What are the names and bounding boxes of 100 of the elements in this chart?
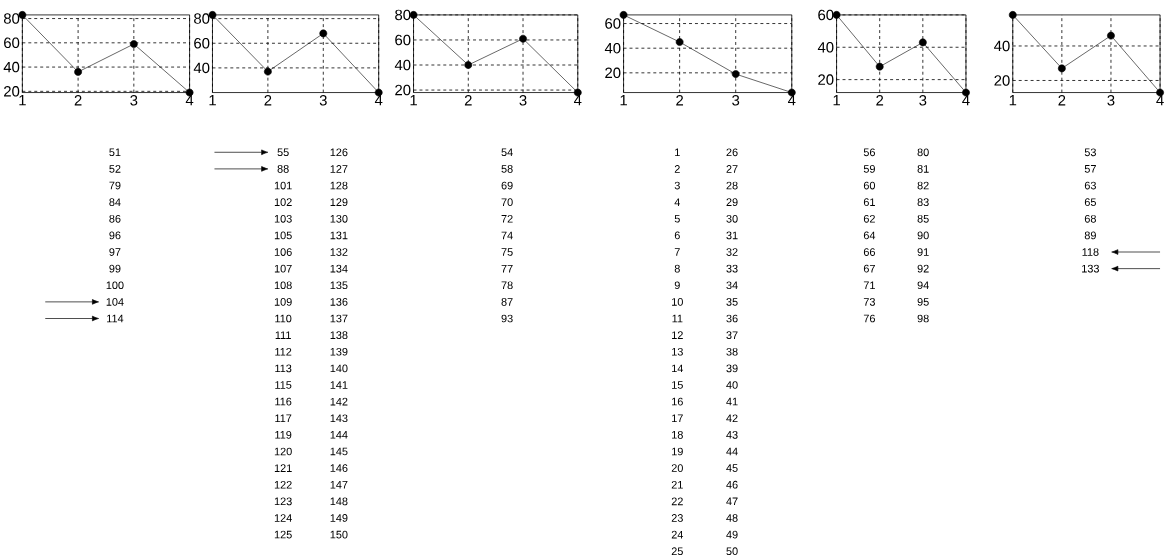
y-tick-label: 20 [4,85,20,97]
text: 81 [917,164,929,173]
text: 10 [672,297,683,306]
text: 44 [726,447,738,456]
text: 101 [274,181,292,190]
text: 22 [671,497,683,505]
text: 109 [274,297,292,306]
point [319,29,328,38]
text: 148 [330,497,348,506]
text: 89 [1084,231,1096,240]
text: 8 [674,264,680,273]
point [1107,31,1115,40]
text: 138 [330,331,348,339]
text: 63 [1084,181,1096,190]
point [1008,10,1017,19]
text: 32 [726,247,738,256]
text: 95 [917,297,929,306]
text: 48 [726,513,738,522]
point [619,10,628,19]
text: 40 [726,380,738,389]
text: 83 [917,198,929,206]
text: 53 [1084,148,1096,156]
y-tick-label: 20 [605,67,621,78]
text: 96 [109,231,121,240]
x-tick-label: 2 [464,94,472,106]
text: 68 [1084,214,1096,223]
x-tick-label: 1 [209,94,216,106]
text: 51 [109,148,121,156]
text: 4 [674,198,681,206]
text: 112 [275,347,292,356]
point [918,38,927,47]
text: 147 [330,480,348,489]
text: 125 [274,530,292,539]
point [731,70,740,78]
text: 57 [1084,164,1096,173]
x-tick-label: 2 [676,94,684,106]
text: 97 [109,247,121,256]
text: 13 [672,347,683,356]
text: 35 [726,297,738,306]
text: 50 [726,547,738,555]
text: 143 [330,414,348,422]
text: 88 [277,164,289,173]
x-tick-label: 3 [319,94,327,106]
text: 49 [726,530,738,539]
y-tick-label: 40 [604,42,621,54]
text: 43 [726,430,738,439]
text: 146 [330,464,348,472]
text: 71 [863,281,875,289]
point [74,67,82,76]
text: 99 [109,264,121,273]
text: 150 [330,530,348,539]
text: 90 [917,231,929,240]
text: 129 [330,198,348,206]
text: 92 [917,264,929,273]
point [464,60,473,69]
text: 111 [275,331,291,339]
text: 131 [330,231,348,240]
text: 72 [501,214,513,223]
text: 59 [863,164,875,173]
x-tick-label: 1 [620,94,627,106]
text: 6 [674,231,680,240]
text: 27 [726,164,738,173]
text: 24 [671,530,684,539]
text: 14 [672,364,684,372]
text: 61 [863,198,875,206]
text: 23 [671,513,683,522]
text: 94 [917,281,929,289]
text: 18 [672,430,683,439]
text: 87 [501,297,513,306]
text: 127 [330,164,348,173]
text: 74 [501,231,513,239]
text: 130 [330,214,348,223]
text: 55 [277,148,289,156]
x-tick-label: 3 [130,94,138,106]
text: 36 [726,314,738,323]
x-tick-label: 2 [264,94,272,106]
text: 73 [863,297,875,306]
y-tick-label: 40 [3,61,20,73]
text: 9 [674,281,680,289]
x-tick-label: 4 [573,94,582,106]
text: 25 [671,547,683,555]
text: 45 [726,464,738,472]
point [1057,64,1066,73]
x-tick-label: 1 [19,94,26,106]
text: 31 [726,231,738,240]
text: 66 [863,247,875,256]
text: 11 [672,314,683,323]
text: 29 [726,198,738,206]
text: 34 [726,281,738,289]
text: 46 [726,480,738,489]
text: 136 [330,297,348,306]
text: 78 [501,281,513,289]
y-tick-label: 80 [194,13,210,24]
x-tick-label: 4 [787,94,796,106]
point [675,37,684,46]
text: 132 [330,247,348,256]
text: 114 [107,314,124,323]
y-tick-label: 40 [394,59,411,71]
y-tick-label: 80 [395,9,411,20]
text: 120 [274,447,292,456]
